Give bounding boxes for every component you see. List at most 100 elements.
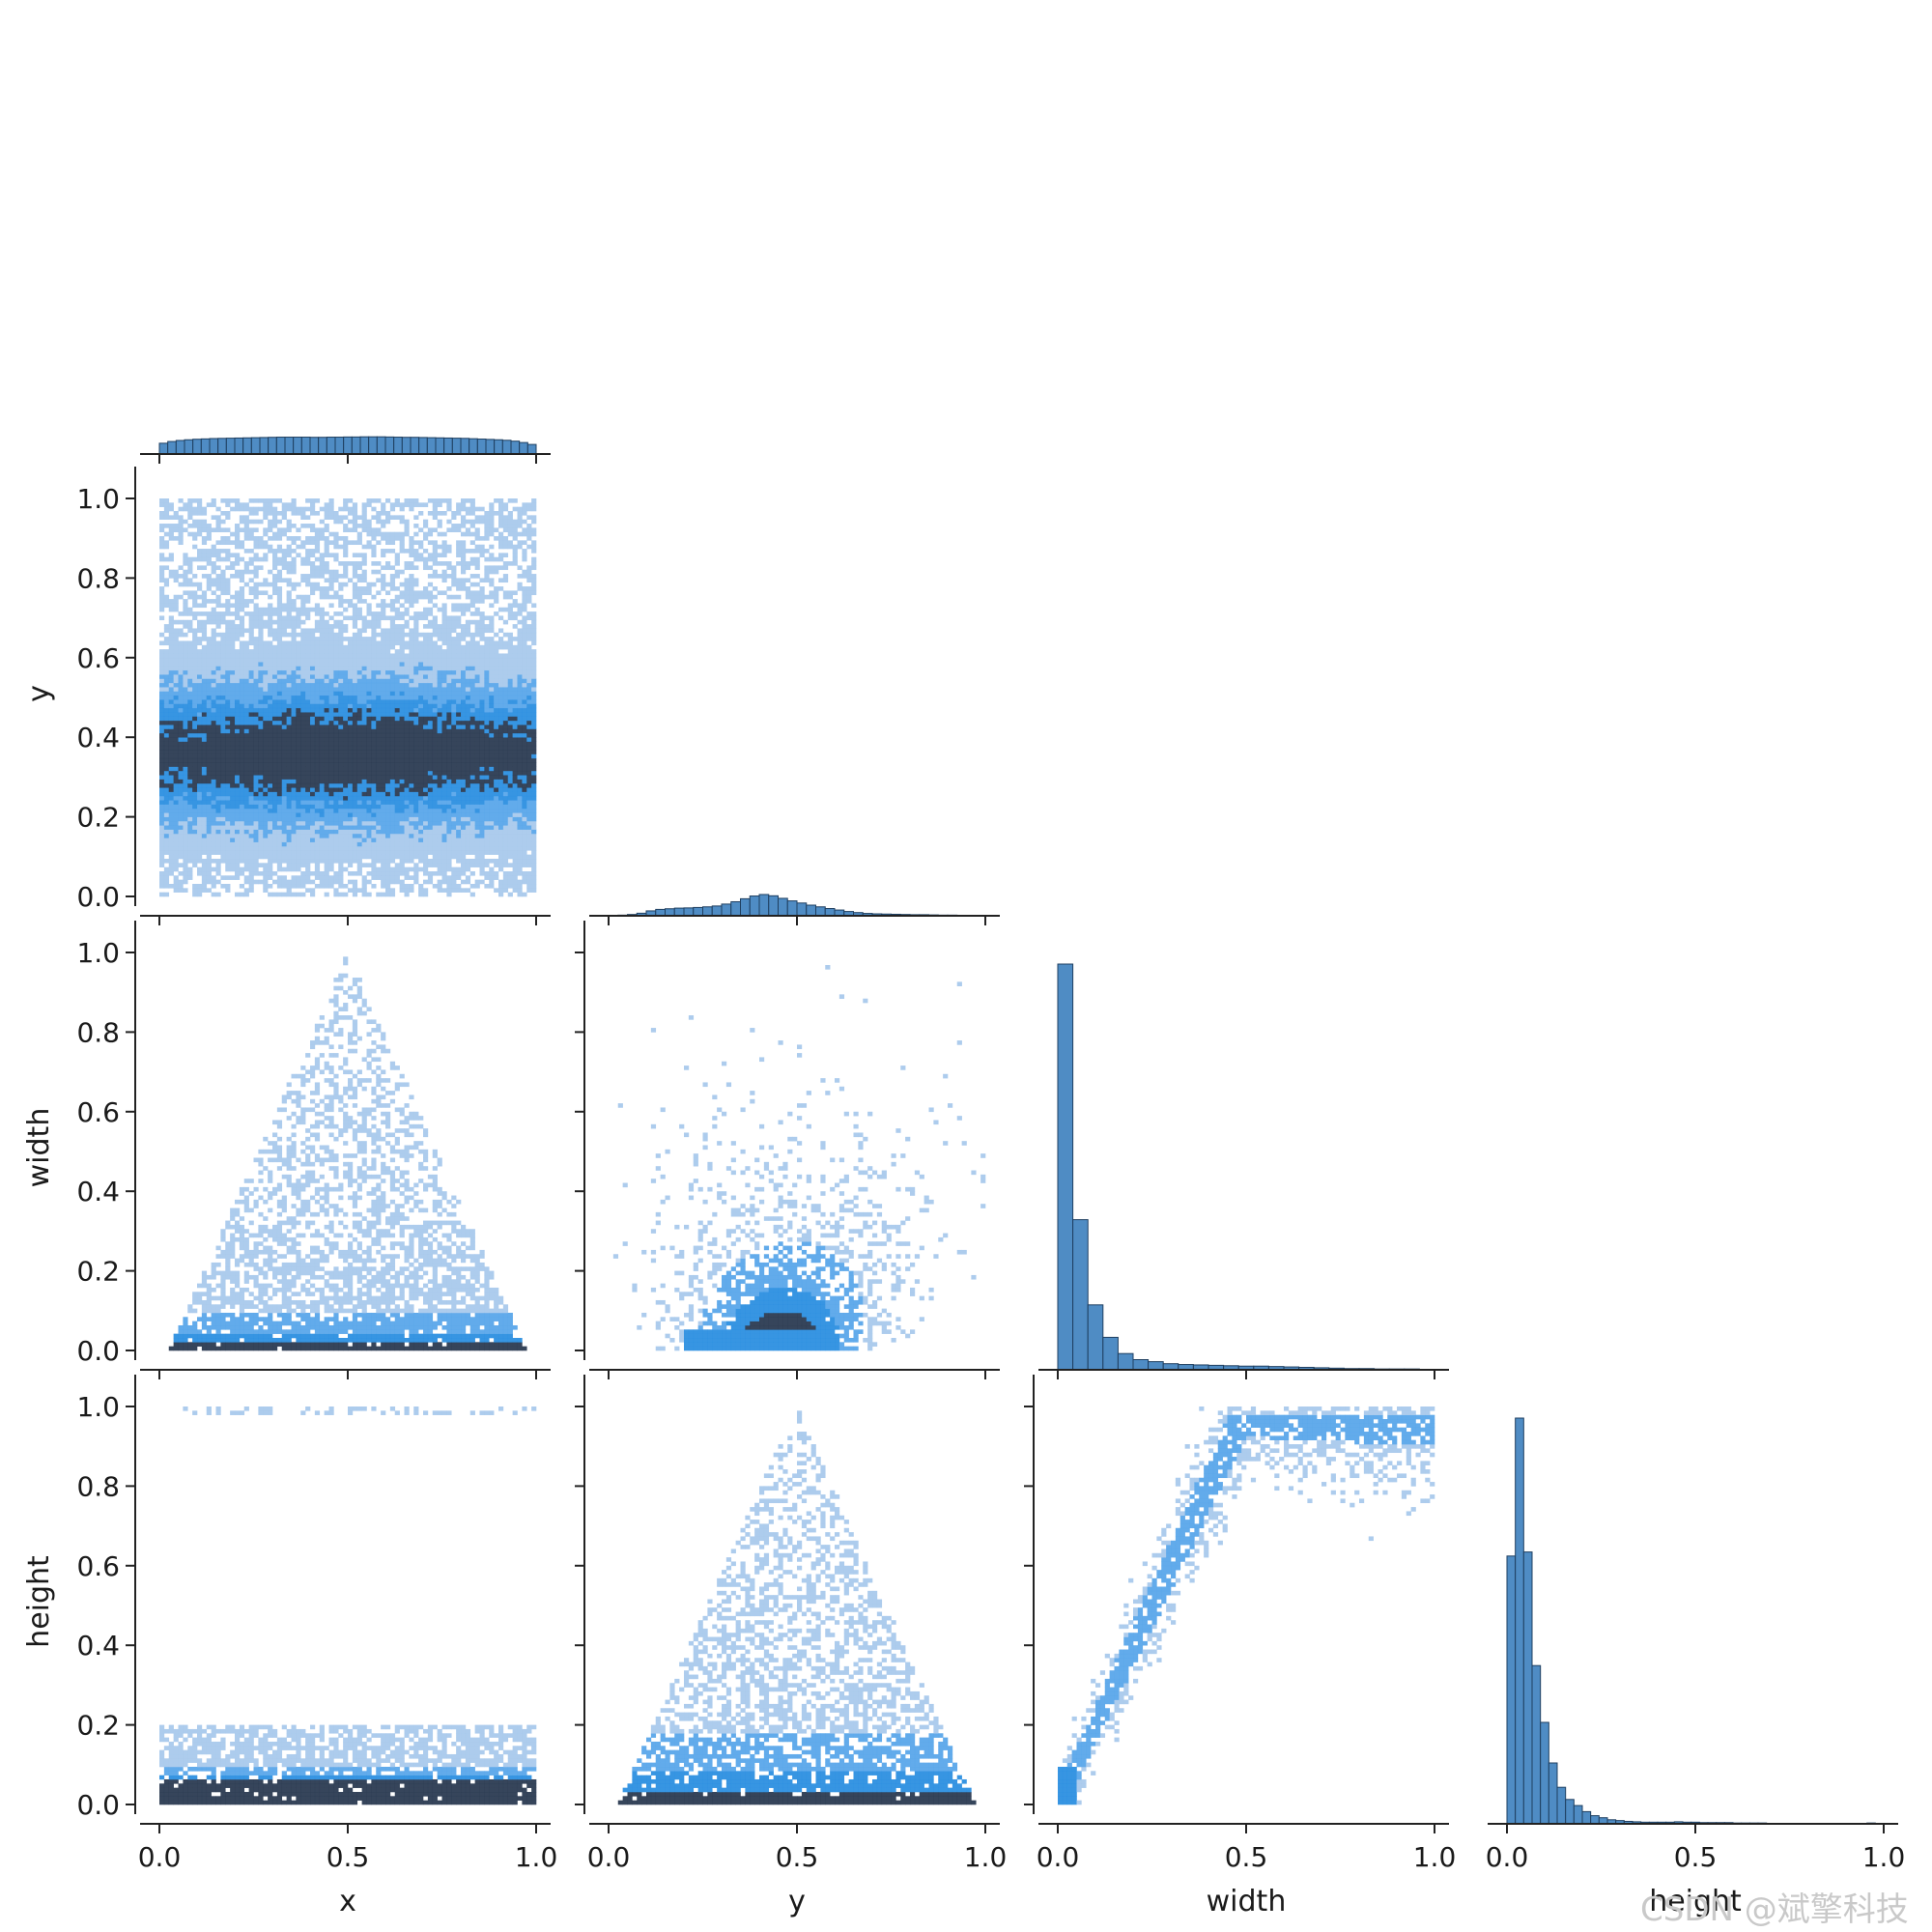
hist2d-cell: [276, 883, 283, 889]
hist2d-cell: [272, 637, 278, 641]
hist2d-cell: [333, 841, 339, 847]
hist2d-cell: [376, 653, 382, 659]
hist2d-cell: [338, 695, 344, 700]
hist2d-cell: [352, 674, 358, 679]
hist2d-cell: [376, 531, 382, 537]
hist2d-cell: [235, 561, 241, 566]
hist2d-cell: [268, 791, 273, 797]
hist2d-cell: [183, 582, 188, 587]
hist2d-cell: [263, 757, 269, 763]
hist2d-cell: [201, 644, 208, 650]
hist2d-cell: [183, 845, 188, 851]
hist2d-cell: [376, 519, 382, 525]
hist2d-cell: [168, 607, 174, 612]
hist2d-cell: [423, 640, 429, 646]
hist2d-cell: [385, 549, 391, 554]
hist2d-cell: [258, 682, 264, 688]
hist2d-cell: [192, 845, 198, 851]
hist2d-cell: [381, 632, 386, 638]
hist2d-cell: [305, 804, 311, 810]
hist2d-cell: [361, 578, 367, 583]
hist2d-cell: [399, 644, 405, 650]
hist2d-cell: [418, 640, 424, 646]
hist2d-cell: [319, 841, 325, 847]
hist2d-cell: [248, 762, 254, 767]
hist2d-cell: [296, 669, 301, 675]
hist2d-cell: [399, 707, 405, 713]
hist2d-cell: [319, 825, 325, 830]
hist2d-cell: [187, 841, 193, 847]
hist2d-cell: [437, 850, 442, 855]
hist2d-cell: [324, 544, 329, 550]
hist2d-cell: [343, 649, 349, 654]
hist2d-cell: [248, 712, 254, 717]
hist2d-cell: [328, 691, 334, 696]
hist2d-cell: [409, 779, 414, 784]
hist2d-cell: [456, 662, 462, 667]
hist2d-cell: [300, 632, 306, 638]
hist2d-cell: [197, 732, 203, 738]
hist2d-cell: [432, 527, 438, 532]
hist2d-cell: [324, 632, 329, 638]
hist2d-cell: [239, 858, 245, 864]
hist2d-cell: [348, 750, 354, 754]
hist2d-cell: [418, 816, 424, 822]
hist2d-cell: [446, 791, 452, 797]
hist2d-cell: [163, 762, 170, 767]
hist2d-cell: [258, 757, 264, 763]
hist2d-cell: [310, 666, 316, 671]
hist2d-cell: [206, 782, 212, 788]
hist2d-cell: [404, 607, 410, 612]
hist2d-cell: [389, 502, 396, 507]
hist2d-cell: [248, 787, 254, 792]
hist2d-cell: [343, 561, 349, 566]
hist2d-cell: [338, 867, 344, 872]
hist2d-cell: [230, 762, 236, 767]
hist2d-cell: [201, 745, 208, 751]
hist2d-cell: [235, 657, 241, 663]
hist2d-cell: [423, 644, 429, 650]
hist2d-cell: [268, 666, 273, 671]
hist2d-cell: [409, 770, 414, 776]
hist2d-cell: [281, 549, 287, 554]
hist2d-cell: [168, 515, 174, 520]
hist2d-cell: [394, 720, 400, 725]
hist2d-cell: [230, 782, 236, 788]
hist2d-cell: [291, 678, 297, 684]
hist2d-cell: [356, 850, 362, 855]
hist2d-cell: [394, 502, 400, 507]
hist2d-cell: [239, 624, 245, 629]
hist2d-cell: [300, 833, 306, 838]
hist2d-cell: [253, 544, 259, 550]
hist2d-cell: [352, 775, 358, 780]
hist2d-cell: [239, 607, 245, 612]
hist2d-cell: [366, 841, 372, 847]
hist2d-cell: [230, 825, 236, 830]
hist2d-cell: [201, 879, 208, 885]
hist2d-cell: [314, 770, 321, 776]
hist2d-cell: [243, 858, 249, 864]
hist2d-cell: [310, 741, 316, 747]
hist2d-cell: [394, 498, 400, 503]
hist2d-cell: [324, 527, 329, 532]
hist2d-cell: [239, 674, 245, 679]
hist2d-cell: [291, 506, 297, 512]
hist2d-cell: [441, 712, 447, 717]
hist2d-cell: [328, 728, 334, 734]
hist2d-cell: [192, 669, 198, 675]
hist2d-cell: [432, 669, 438, 675]
hist2d-cell: [404, 800, 410, 805]
hist2d-cell: [201, 737, 208, 742]
hist2d-cell: [286, 687, 292, 692]
hist2d-cell: [343, 498, 349, 503]
hist2d-cell: [432, 540, 438, 546]
hist2d-cell: [197, 779, 203, 784]
hist-bar-x: [359, 436, 370, 455]
hist2d-cell: [371, 838, 377, 842]
hist2d-cell: [333, 653, 339, 659]
hist2d-cell: [253, 867, 259, 872]
hist2d-cell: [399, 779, 405, 784]
hist2d-cell: [239, 640, 245, 646]
hist2d-cell: [291, 782, 297, 788]
hist2d-cell: [385, 841, 391, 847]
